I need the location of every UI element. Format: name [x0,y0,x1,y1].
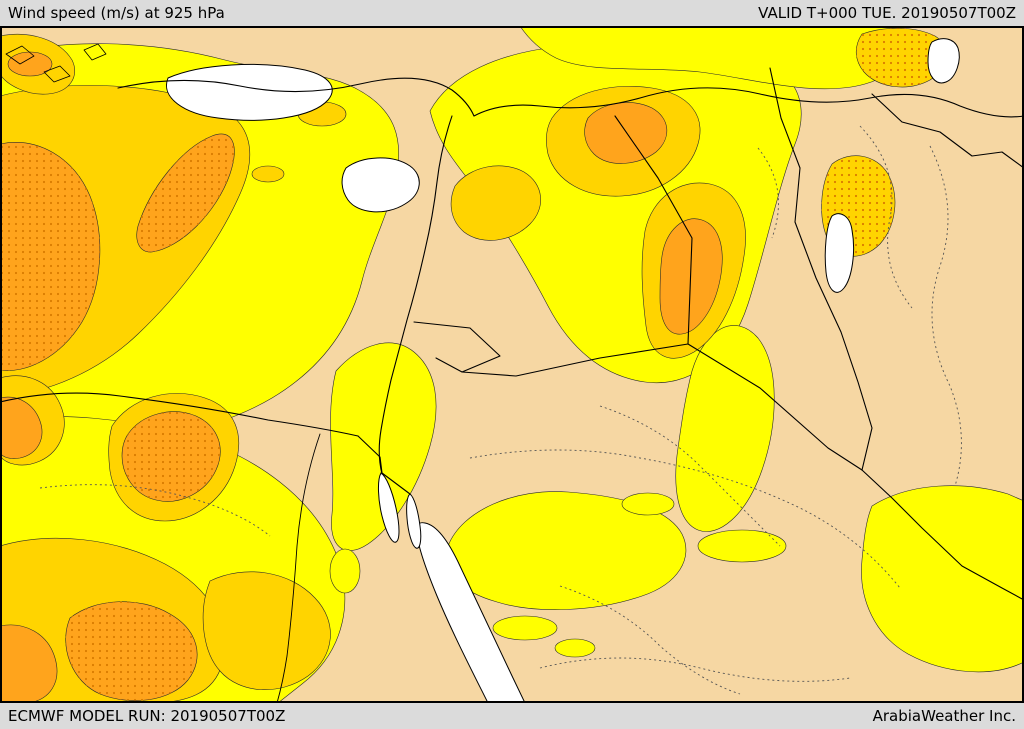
island-outline [83,43,107,61]
border-line [769,67,873,471]
contour-region [675,325,775,532]
sea-area [341,157,420,213]
lake [824,213,855,293]
dotted-line [859,125,913,309]
country-borders [0,43,1024,703]
model-run-label: ECMWF MODEL RUN: 20190507T00Z [8,707,286,725]
lake [927,38,960,84]
border-line [117,77,1024,118]
contour-region [492,615,558,641]
border-line [614,115,693,345]
stipple-region [856,28,947,87]
border-line [357,435,411,495]
sea-area [166,64,333,121]
contour-region [621,492,675,516]
gulf-of-aqaba [406,493,422,549]
dotted-line [559,585,741,695]
coastline [378,115,453,475]
dotted-contours [39,125,962,695]
contour-region [0,396,43,459]
stipple-region [136,133,235,253]
contour-region [861,485,1024,673]
stipple-region [65,601,198,701]
wind-speed-map [0,26,1024,703]
dotted-line [599,405,781,547]
coastline [861,469,1024,601]
island-outline [5,45,35,65]
dotted-line [757,147,779,239]
brand-label: ArabiaWeather Inc. [872,707,1016,725]
contour-region [202,571,331,691]
map-footer-bar: ECMWF MODEL RUN: 20190507T00Z ArabiaWeat… [0,703,1024,729]
stipple-region [122,411,221,502]
contour-region [450,165,541,241]
dotted-line [39,484,271,537]
border-line [413,321,501,373]
contour-region [330,342,437,551]
map-header-bar: Wind speed (m/s) at 925 hPa VALID T+000 … [0,0,1024,26]
contour-region [7,51,53,77]
contour-region [659,218,723,335]
map-canvas [0,26,1024,703]
dotted-line [929,145,962,487]
island-outline [43,65,71,83]
coastline [0,392,359,437]
map-frame [0,26,1024,703]
contour-region [554,638,596,658]
valid-time-label: VALID T+000 TUE. 20190507T00Z [758,4,1016,22]
contour-region [697,529,787,563]
stipple-region [0,142,100,371]
dotted-line [469,449,901,589]
dotted-line [539,657,851,682]
contour-region [584,102,668,164]
border-line [871,93,1024,169]
map-title: Wind speed (m/s) at 925 hPa [8,4,225,22]
gulf-of-suez [378,472,400,543]
contour-region [446,491,687,610]
contour-region [251,165,285,183]
river-line [276,433,321,703]
water-calm-areas [166,38,960,703]
contour-region [329,548,361,594]
